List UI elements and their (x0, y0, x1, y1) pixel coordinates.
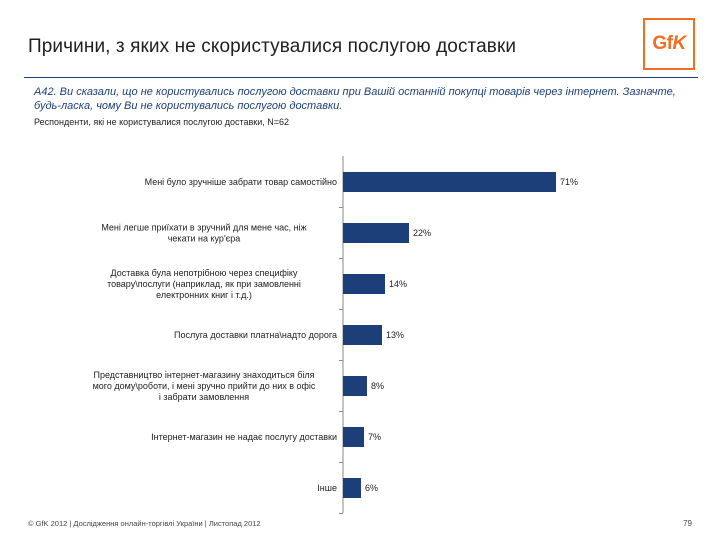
bar (343, 223, 409, 243)
value-label: 22% (413, 228, 431, 238)
category-label: Інтернет-магазин не надає послугу достав… (151, 432, 337, 442)
category-label: Послуга доставки платна\надто дорога (174, 330, 337, 340)
bar (343, 478, 361, 498)
page-number: 79 (683, 519, 692, 528)
category-label: Мені легше приїхати в зручний для мене ч… (101, 223, 306, 244)
header-divider (24, 77, 698, 78)
bar (343, 427, 364, 447)
category-label: Інше (317, 483, 337, 493)
value-label: 13% (386, 330, 404, 340)
value-label: 7% (368, 432, 381, 442)
page-title: Причини, з яких не скористувалися послуг… (28, 36, 517, 57)
bar (343, 376, 367, 396)
value-label: 14% (389, 279, 407, 289)
category-label: Представництво інтернет-магазину знаходи… (93, 370, 316, 402)
question-text: A42. Ви сказали, що не користувались пос… (34, 86, 676, 112)
category-label: Мені було зручніше забрати товар самості… (145, 177, 337, 187)
bar (343, 172, 556, 192)
value-label: 8% (371, 381, 384, 391)
value-label: 6% (365, 483, 378, 493)
respondents-note: Респонденти, які не користувалися послуг… (34, 117, 290, 127)
footer-copyright: © GfK 2012 | Дослідження онлайн-торгівлі… (28, 519, 261, 528)
bar (343, 325, 382, 345)
category-label: Доставка була непотрібною через специфік… (107, 268, 301, 300)
value-label: 71% (560, 177, 578, 187)
bar (343, 274, 385, 294)
